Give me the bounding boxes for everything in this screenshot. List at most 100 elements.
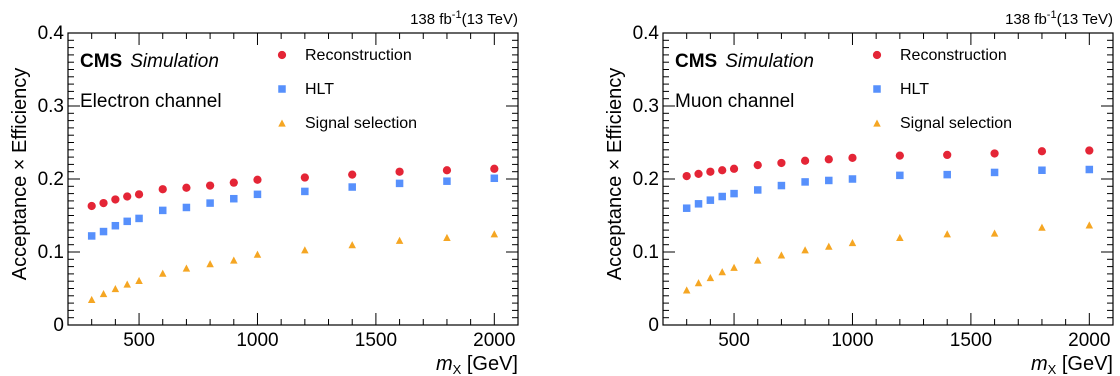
legend-label: Reconstruction <box>900 47 1007 64</box>
data-point <box>443 233 451 241</box>
data-point <box>1037 147 1047 156</box>
data-point <box>730 263 738 271</box>
data-point <box>990 168 999 177</box>
channel-label: Electron channel <box>80 91 222 112</box>
data-point <box>706 196 715 204</box>
x-axis-label: mX [GeV] <box>436 353 518 376</box>
x-tick-label: 1500 <box>355 330 397 351</box>
y-tick-label: 0.4 <box>633 23 660 44</box>
series-triangle <box>682 221 1094 294</box>
data-point <box>694 200 703 208</box>
data-point <box>182 203 191 212</box>
lumi-energy: (13 TeV) <box>462 11 518 28</box>
data-point <box>111 195 120 204</box>
channel-label: Muon channel <box>675 91 794 112</box>
data-point <box>848 175 857 183</box>
data-point <box>706 167 715 176</box>
plot-frame <box>662 32 1114 326</box>
data-point <box>848 238 857 247</box>
x-axis-label: mX [GeV] <box>1031 353 1113 376</box>
data-point <box>123 280 131 288</box>
legend-marker <box>278 85 286 93</box>
data-point <box>777 158 786 168</box>
chart-muon-channel: 500 1000 1500 2000 0 0.1 0.2 0.3 0.4 Acceptance ×… <box>604 9 1114 376</box>
data-point <box>777 181 786 190</box>
data-point <box>301 246 309 254</box>
data-point <box>253 250 262 258</box>
data-point <box>99 227 108 236</box>
data-point <box>99 290 108 298</box>
legend-marker <box>277 50 287 60</box>
cms-label: CMS Simulation <box>675 51 814 72</box>
data-point <box>395 167 404 176</box>
data-point <box>753 161 762 170</box>
data-point <box>1038 223 1046 231</box>
data-point <box>206 260 214 268</box>
data-point <box>682 286 691 294</box>
plot-marks: 500 1000 1500 2000 0 0.1 0.2 0.3 0.4 Acceptance ×… <box>9 9 519 376</box>
data-point <box>348 170 357 179</box>
data-point <box>896 171 904 180</box>
data-point <box>87 295 96 304</box>
plot-marks: 500 1000 1500 2000 0 0.1 0.2 0.3 0.4 Acceptance ×… <box>604 9 1114 376</box>
y-axis-label: Acceptance × Efficiency <box>9 68 31 281</box>
x-axis-var: m <box>436 353 453 375</box>
x-axis-unit: [GeV] <box>1056 353 1113 375</box>
lumi-value: 138 fb <box>1005 11 1047 28</box>
data-point <box>990 149 999 158</box>
luminosity-label: 138 fb-1(13 TeV) <box>1005 9 1113 28</box>
legend-label: Signal selection <box>900 115 1012 132</box>
x-axis-var: m <box>1031 353 1048 375</box>
lumi-energy: (13 TeV) <box>1057 11 1113 28</box>
data-point <box>158 185 167 194</box>
data-point <box>718 166 727 175</box>
x-axis-sub: X <box>1048 362 1057 376</box>
series-square <box>682 165 1094 212</box>
data-point <box>348 241 356 249</box>
data-point <box>848 153 857 162</box>
data-point <box>825 176 833 185</box>
y-tick-label: 0.1 <box>38 242 64 263</box>
legend-marker <box>873 119 881 127</box>
cms-experiment: CMS <box>80 51 122 72</box>
cms-label: CMS Simulation <box>80 51 219 72</box>
lumi-value: 138 fb <box>410 11 452 28</box>
data-point <box>1085 221 1094 229</box>
data-point <box>182 264 191 272</box>
y-axis-label: Acceptance × Efficiency <box>604 68 626 281</box>
x-axis-sub: X <box>453 362 462 376</box>
series-circle <box>682 146 1094 181</box>
data-point <box>123 192 132 201</box>
cms-simulation: Simulation <box>725 51 814 72</box>
data-point <box>718 192 726 201</box>
legend-label: Reconstruction <box>305 47 412 64</box>
data-point <box>1038 166 1046 174</box>
data-point <box>300 173 309 182</box>
data-point <box>135 214 143 223</box>
data-point <box>943 230 951 238</box>
x-tick-label: 1000 <box>236 330 278 351</box>
data-point <box>753 256 762 264</box>
data-point <box>206 199 214 207</box>
data-point <box>801 178 809 186</box>
data-point <box>682 171 691 181</box>
data-point <box>490 230 499 238</box>
y-tick-label: 0 <box>53 315 64 336</box>
data-point <box>753 186 762 194</box>
data-point <box>682 204 691 212</box>
y-tick-label: 0.2 <box>38 169 64 190</box>
series-triangle <box>87 230 499 304</box>
x-tick-label: 500 <box>718 330 750 351</box>
data-point <box>205 181 215 190</box>
data-point <box>301 187 309 196</box>
data-point <box>1085 165 1094 174</box>
cms-simulation: Simulation <box>130 51 219 72</box>
legend-marker <box>873 85 881 93</box>
data-point <box>718 268 726 276</box>
legend-label: HLT <box>305 81 334 98</box>
x-axis-unit: [GeV] <box>461 353 518 375</box>
data-point <box>730 189 738 198</box>
data-point <box>87 201 96 211</box>
data-point <box>443 177 451 185</box>
